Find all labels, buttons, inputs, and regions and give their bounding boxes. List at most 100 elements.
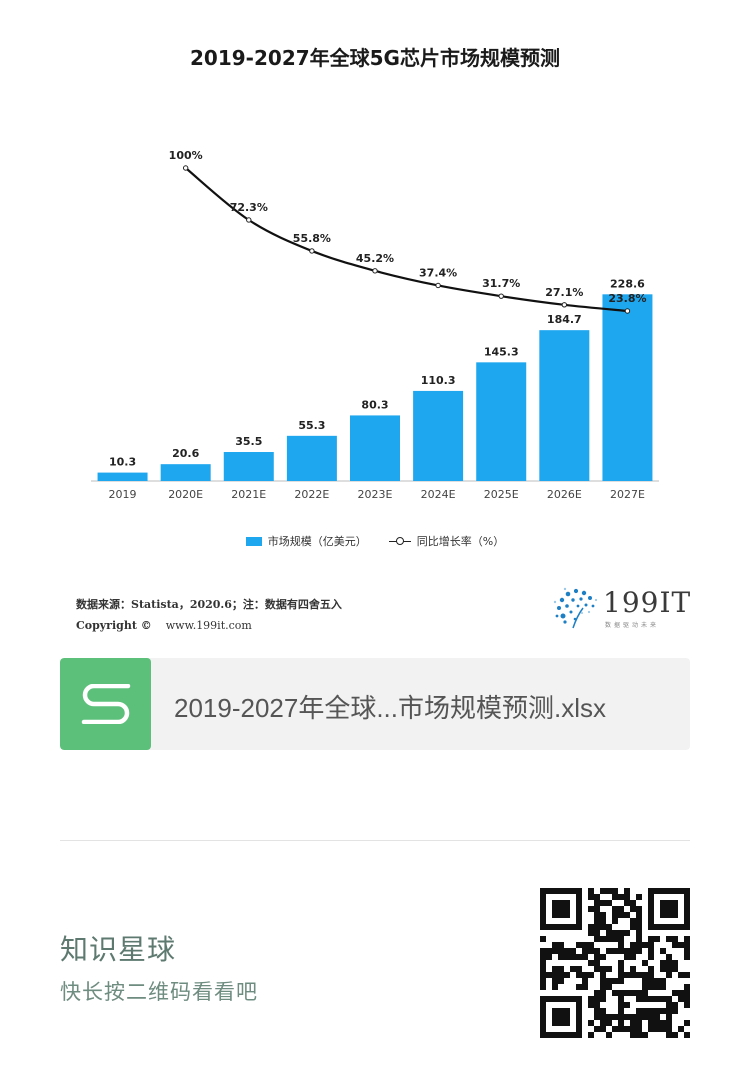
qr-module <box>684 1002 690 1008</box>
qr-module <box>666 1032 672 1038</box>
promo-title: 知识星球 <box>60 933 177 966</box>
qr-code-icon[interactable] <box>540 888 690 1038</box>
qr-module <box>672 936 678 942</box>
qr-module <box>636 1014 642 1020</box>
qr-finder-module <box>570 924 576 930</box>
qr-module <box>594 936 600 942</box>
qr-module <box>684 996 690 1002</box>
qr-module <box>648 972 654 978</box>
qr-finder-module <box>564 1014 570 1020</box>
qr-module <box>648 954 654 960</box>
qr-finder-module <box>666 924 672 930</box>
qr-module <box>606 930 612 936</box>
qr-module <box>636 912 642 918</box>
qr-finder-module <box>576 888 582 894</box>
qr-finder-module <box>576 1008 582 1014</box>
qr-module <box>594 954 600 960</box>
qr-module <box>618 960 624 966</box>
qr-finder-module <box>564 900 570 906</box>
qr-finder-module <box>648 924 654 930</box>
growth-rate-point <box>435 282 441 289</box>
qr-module <box>660 978 666 984</box>
qr-finder-module <box>672 900 678 906</box>
growth-rate-label: 27.1% <box>545 286 583 299</box>
qr-module <box>624 912 630 918</box>
qr-module <box>588 1032 594 1038</box>
qr-module <box>684 954 690 960</box>
qr-module <box>540 972 546 978</box>
qr-module <box>654 1014 660 1020</box>
qr-module <box>618 966 624 972</box>
qr-module <box>666 1008 672 1014</box>
qr-module <box>636 972 642 978</box>
source-text: 数据来源：Statista，2020.6；注：数据有四舍五入 <box>76 598 342 611</box>
qr-module <box>612 1026 618 1032</box>
x-tick-label: 2020E <box>168 488 203 501</box>
qr-module <box>594 912 600 918</box>
qr-finder-module <box>684 888 690 894</box>
qr-finder-module <box>552 924 558 930</box>
qr-module <box>672 960 678 966</box>
qr-module <box>642 1014 648 1020</box>
qr-module <box>618 912 624 918</box>
bar <box>97 472 148 481</box>
legend-item-growth-rate: 同比增长率（%） <box>388 533 504 549</box>
qr-finder-module <box>558 924 564 930</box>
qr-finder-module <box>558 1008 564 1014</box>
qr-module <box>648 936 654 942</box>
qr-module <box>648 942 654 948</box>
qr-finder-module <box>540 1002 546 1008</box>
qr-finder-module <box>552 1020 558 1026</box>
qr-module <box>684 1032 690 1038</box>
qr-module <box>606 1032 612 1038</box>
qr-module <box>546 972 552 978</box>
qr-finder-module <box>546 924 552 930</box>
qr-finder-module <box>552 912 558 918</box>
bar-value-label: 184.7 <box>547 313 582 326</box>
spreadsheet-s-icon <box>60 658 151 750</box>
source-url[interactable]: www.199it.com <box>165 619 252 632</box>
qr-module <box>672 966 678 972</box>
qr-module <box>582 954 588 960</box>
qr-finder-module <box>540 900 546 906</box>
qr-finder-module <box>558 1014 564 1020</box>
bar <box>286 435 337 481</box>
qr-module <box>594 1008 600 1014</box>
qr-module <box>588 924 594 930</box>
qr-module <box>606 948 612 954</box>
qr-module <box>624 1014 630 1020</box>
qr-module <box>606 978 612 984</box>
growth-rate-point <box>561 302 568 308</box>
qr-module <box>630 1020 636 1026</box>
qr-finder-module <box>576 906 582 912</box>
qr-module <box>660 984 666 990</box>
qr-module <box>630 1014 636 1020</box>
bar-value-label: 110.3 <box>421 374 456 387</box>
qr-module <box>654 936 660 942</box>
qr-finder-module <box>576 996 582 1002</box>
qr-finder-module <box>666 912 672 918</box>
qr-module <box>630 900 636 906</box>
qr-module <box>684 990 690 996</box>
qr-module <box>618 942 624 948</box>
qr-finder-module <box>648 900 654 906</box>
qr-finder-module <box>564 906 570 912</box>
qr-module <box>600 900 606 906</box>
qr-module <box>654 1026 660 1032</box>
qr-module <box>666 966 672 972</box>
qr-module <box>636 996 642 1002</box>
logo-text: 199IT <box>603 586 692 619</box>
growth-rate-label: 45.2% <box>356 252 394 265</box>
qr-module <box>666 972 672 978</box>
qr-finder-module <box>564 996 570 1002</box>
qr-module <box>600 918 606 924</box>
qr-finder-module <box>540 1020 546 1026</box>
qr-finder-module <box>660 912 666 918</box>
qr-finder-module <box>552 1032 558 1038</box>
qr-module <box>618 972 624 978</box>
qr-module <box>612 978 618 984</box>
bar-value-label: 35.5 <box>235 435 262 448</box>
qr-module <box>684 942 690 948</box>
file-attachment-card[interactable]: 2019-2027年全球...市场规模预测.xlsx <box>60 658 690 750</box>
qr-module <box>594 990 600 996</box>
